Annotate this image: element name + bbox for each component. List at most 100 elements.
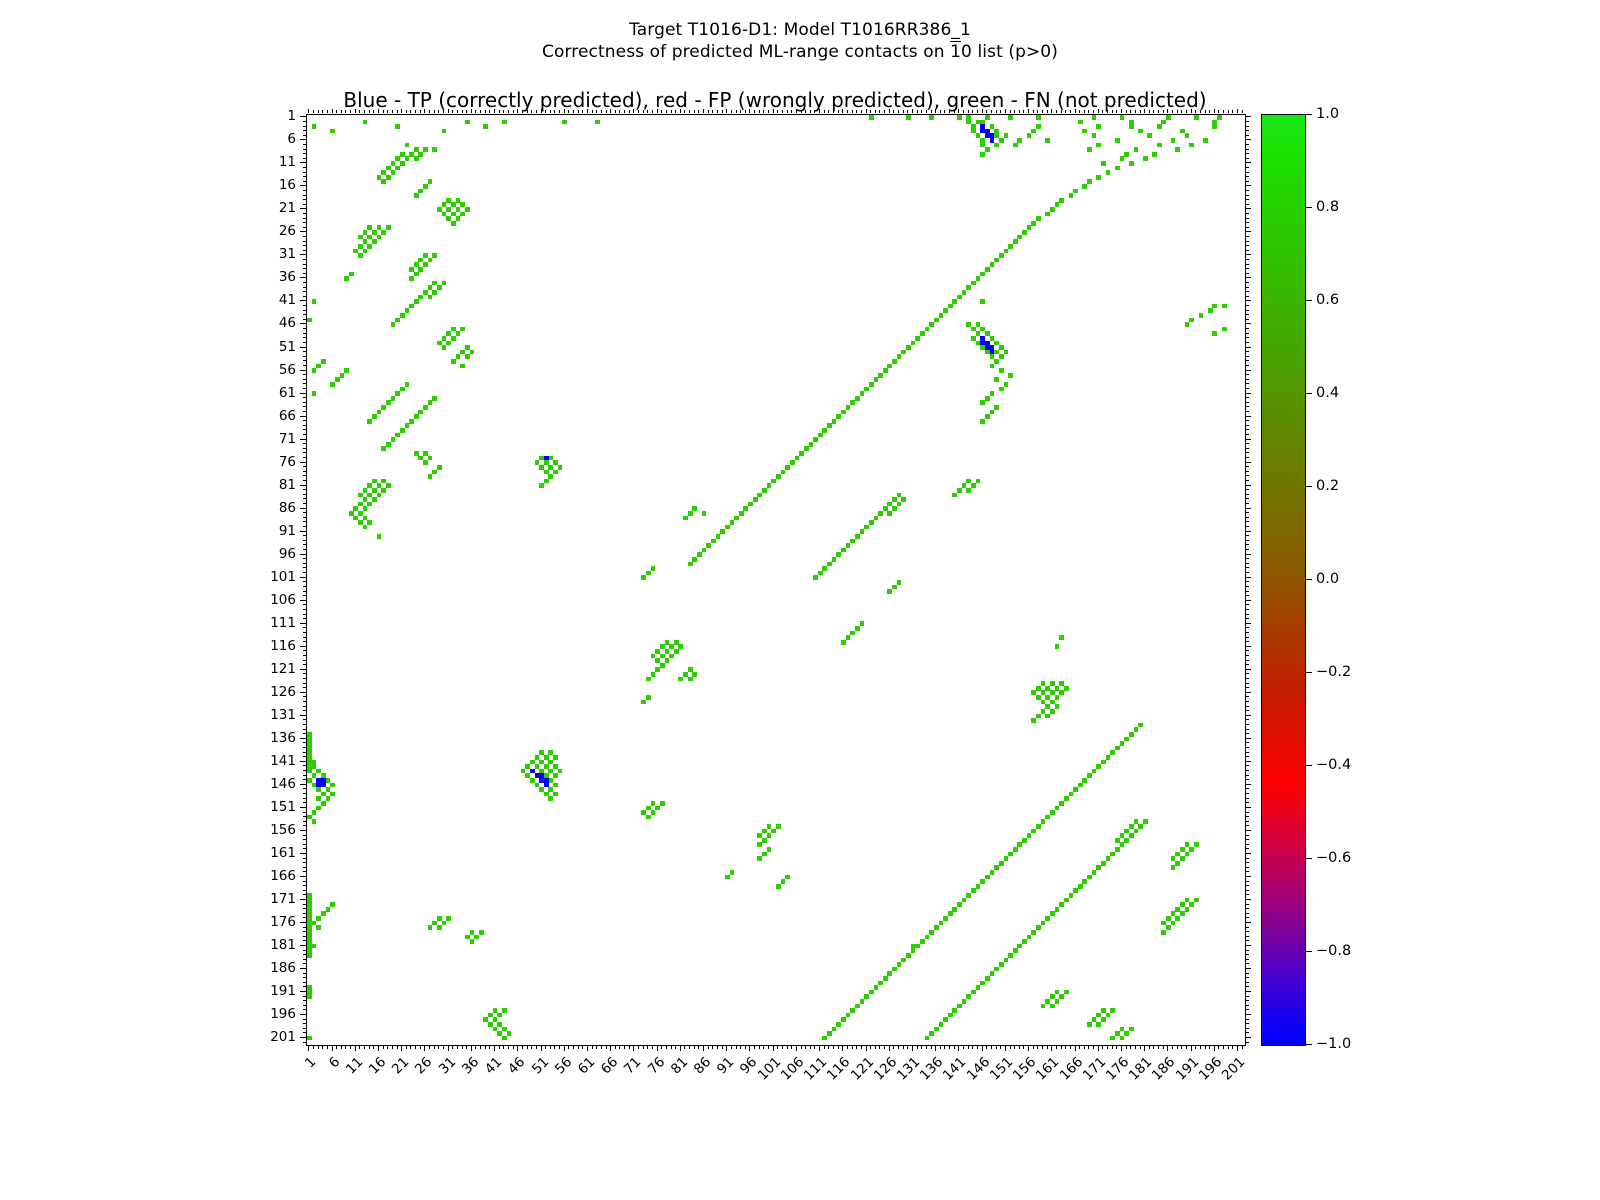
contact-cell-fn: [1059, 635, 1064, 640]
y-tick-minor: [302, 176, 306, 178]
contact-cell-fn: [1193, 842, 1199, 848]
x-tick-major: [1213, 1045, 1215, 1051]
contact-cell-fn: [998, 386, 1004, 392]
contact-cell-fn: [868, 382, 874, 387]
y-tick-mirror: [1246, 696, 1249, 698]
y-tick-minor: [302, 410, 306, 412]
contact-cell-fn: [901, 349, 907, 355]
y-axis-label: 41: [278, 292, 296, 309]
contact-cell-fn: [1003, 248, 1009, 254]
contact-cell-fn: [548, 474, 554, 479]
contact-cell-fn: [1212, 119, 1218, 125]
contact-cell-fn: [362, 248, 368, 254]
contact-cell-fn: [1040, 681, 1046, 686]
contact-cell-fn: [957, 902, 962, 907]
contact-cell-fn: [539, 455, 544, 461]
x-tick-mirror: [814, 110, 816, 113]
contact-cell-fn: [1077, 883, 1083, 889]
contact-cell-fn: [1045, 138, 1051, 143]
contact-cell-fn: [427, 455, 433, 461]
contact-cell-fn: [1077, 782, 1083, 788]
y-tick-minor: [302, 558, 306, 560]
contact-cell-fn: [1026, 934, 1032, 940]
x-tick-mirror: [638, 110, 639, 113]
x-tick-mirror: [442, 110, 444, 113]
contact-cell-fn: [776, 883, 781, 889]
y-tick-minor: [302, 797, 306, 799]
contact-cell-fn: [427, 257, 433, 263]
contact-cell-fn: [307, 750, 312, 756]
y-tick-mirror: [1246, 558, 1249, 560]
x-tick-minor: [1195, 1045, 1197, 1049]
contact-cell-fn: [427, 285, 433, 291]
x-tick-minor: [777, 1045, 779, 1049]
contact-cell-fn: [1114, 165, 1120, 171]
contact-cell-fn: [432, 147, 438, 152]
y-tick-minor: [302, 226, 306, 228]
x-tick-minor: [870, 1045, 872, 1049]
x-tick-mirror: [1227, 110, 1229, 113]
x-tick-mirror: [586, 108, 588, 113]
y-tick-major: [300, 691, 306, 693]
x-tick-mirror: [1176, 110, 1178, 113]
y-tick-minor: [302, 203, 306, 205]
y-tick-minor: [302, 618, 306, 620]
contact-cell-fn: [455, 216, 461, 221]
y-tick-minor: [302, 954, 306, 956]
contact-cell-fn: [989, 262, 995, 267]
colorbar[interactable]: [1261, 114, 1306, 1046]
contact-cell-fn: [1110, 750, 1116, 756]
contact-cell-fn: [1101, 860, 1106, 866]
y-tick-mirror: [1246, 673, 1249, 675]
y-tick-mirror: [1246, 921, 1251, 923]
contact-cell-fn: [766, 833, 772, 838]
contact-cell-fn: [418, 409, 424, 415]
contact-cell-fn: [418, 188, 424, 194]
y-tick-mirror: [1246, 816, 1249, 818]
contact-cell-fn: [1166, 115, 1171, 120]
contact-cell-fn: [395, 432, 400, 438]
contact-cell-fn: [1179, 856, 1185, 861]
y-tick-mirror: [1246, 834, 1249, 836]
x-tick-mirror: [507, 110, 509, 113]
contact-cell-fn: [1003, 349, 1009, 355]
y-tick-minor: [302, 503, 306, 505]
y-tick-minor: [302, 148, 306, 150]
contact-cell-fn: [980, 299, 986, 304]
y-axis-label: 191: [270, 983, 296, 1000]
x-tick-minor: [1172, 1045, 1174, 1049]
y-tick-mirror: [1246, 728, 1249, 730]
y-tick-minor: [302, 245, 306, 247]
contact-cell-fn: [1059, 690, 1064, 696]
contact-cell-fn: [961, 998, 967, 1004]
x-tick-minor: [642, 1045, 644, 1049]
y-axis-label: 151: [270, 798, 296, 815]
contact-cell-fn: [994, 377, 999, 383]
y-tick-mirror: [1246, 843, 1249, 845]
x-tick-mirror: [433, 110, 435, 113]
y-tick-minor: [302, 318, 306, 320]
contact-cell-fn: [687, 561, 693, 567]
x-tick-mirror: [410, 110, 412, 113]
y-tick-mirror: [1246, 562, 1249, 564]
contact-cell-fn: [307, 989, 312, 995]
y-tick-mirror: [1246, 590, 1249, 592]
y-tick-mirror: [1246, 355, 1249, 357]
y-tick-mirror: [1246, 378, 1249, 380]
y-tick-mirror: [1246, 581, 1249, 583]
x-tick-mirror: [503, 110, 505, 113]
y-axis-label: 111: [270, 614, 296, 631]
contact-map-plot[interactable]: [306, 114, 1246, 1046]
contact-cell-fn: [1054, 989, 1060, 995]
y-tick-mirror: [1246, 857, 1249, 859]
contact-cell-fn: [994, 349, 999, 355]
contact-cell-fn: [539, 750, 544, 756]
x-tick-minor: [405, 1045, 407, 1049]
x-tick-mirror: [1223, 110, 1225, 113]
y-axis-label: 201: [270, 1029, 296, 1046]
y-tick-mirror: [1246, 217, 1249, 219]
x-tick-mirror: [1009, 110, 1011, 113]
x-tick-major: [749, 1045, 751, 1051]
x-tick-minor: [1223, 1045, 1225, 1049]
contact-cell-fn: [325, 787, 331, 792]
